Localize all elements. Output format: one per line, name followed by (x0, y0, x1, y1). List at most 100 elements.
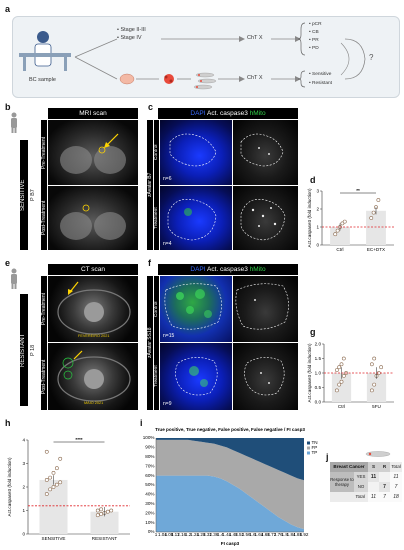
h-ytick-label: 4 (22, 438, 25, 443)
cell-no-total: 7 (390, 482, 402, 492)
clinician-icon (19, 31, 71, 71)
d-point (371, 210, 376, 215)
i-ytick-label: 50% (145, 482, 154, 487)
h-point (109, 508, 114, 513)
g-point (372, 356, 377, 361)
caspase-label-f: Act. caspase3 (205, 266, 250, 273)
d-ylabel: Act.caspase3 (fold induction) (307, 188, 312, 247)
g-point (339, 379, 344, 384)
h-point (58, 456, 63, 461)
i-xtick-label: 1.16 (177, 532, 186, 537)
i-ytick-label: 80% (145, 454, 154, 459)
row-yes-label: YES (354, 472, 368, 482)
human-icon-e (8, 268, 20, 290)
tissue-icon (119, 73, 135, 85)
row-label-control-f: Control (154, 301, 159, 317)
total-s: 11 (368, 492, 379, 502)
h-point (54, 466, 59, 471)
h-point (95, 513, 100, 518)
i-ytick-label: 30% (145, 501, 154, 506)
g-point (337, 382, 342, 387)
i-xtick-label: 1.56 (242, 532, 251, 537)
patient-label-18: P 18 (30, 344, 36, 356)
row-label-control-c: Control (154, 144, 159, 161)
side-bar-sensitive (20, 140, 28, 250)
i-xtick-label: 1.04 (158, 532, 167, 537)
cell-no-r: 7 (379, 482, 390, 492)
i-legend-label-tn: TN (312, 440, 318, 445)
table-row-yes: YES 11 11 (354, 472, 402, 482)
row-no-label: NO (354, 482, 368, 492)
i-xtick-label: 1.12 (171, 532, 180, 537)
i-xtick-label: 1.32 (203, 532, 212, 537)
d-significance: ** (356, 188, 360, 193)
i-ytick-label: 60% (145, 473, 154, 478)
cell-yes-r (379, 472, 390, 482)
stage-label-1: • Stage II-III (117, 27, 146, 33)
dapi-label-f: DAPI (190, 266, 206, 273)
human-icon (8, 112, 20, 134)
mri-image-post (48, 186, 138, 250)
i-xtick-label: 1.72 (267, 532, 276, 537)
zebrafish-icon (193, 72, 217, 90)
h-point (44, 492, 49, 496)
i-xtick-label: 1.2 (185, 532, 192, 537)
total-row-label: Total (330, 492, 368, 502)
table-header-row: Breast Cancer S R Total (330, 462, 402, 472)
i-xtick-label: 1.28 (197, 532, 206, 537)
bc-sample-label: BC sample (29, 77, 56, 83)
row-label-pre-b: Pre-Treatment (41, 136, 47, 169)
row-label-pre-e: Pre-Treatment (41, 292, 47, 326)
mri-header: MRI scan (48, 108, 138, 119)
g-point (334, 368, 339, 372)
h-ytick-label: 3 (22, 461, 25, 466)
ct-header: CT scan (48, 264, 138, 275)
g-ytick-label: 2.0 (315, 342, 322, 347)
d-category-label: EC+DTX (367, 247, 385, 252)
h-ytick-label: 0 (22, 532, 25, 537)
i-ytick-label: 0% (148, 529, 155, 534)
outcome-pr: • PR (309, 38, 319, 43)
n-label-c-treatment: n=4 (163, 241, 172, 247)
d-point (369, 216, 374, 220)
d-bar (366, 210, 386, 245)
i-xtick-label: 1.48 (229, 532, 238, 537)
i-xtick-label: 1.88 (293, 532, 302, 537)
i-xtick-label: 1.64 (254, 532, 263, 537)
g-point (369, 388, 374, 393)
i-xtick-label: 1.44 (222, 532, 231, 537)
row-bar-b (41, 120, 47, 250)
panel-label-f: f (148, 258, 151, 268)
outcome-cb: • CB (309, 30, 319, 35)
i-xtick-label: 1.6 (249, 532, 256, 537)
label-zavatar-ss18: zAvatar SS18 (147, 327, 153, 359)
d-ytick-label: 1 (316, 225, 319, 230)
n-label-f-treatment: n=9 (163, 401, 172, 407)
h-point (58, 480, 63, 485)
h-point (44, 449, 49, 454)
hmito-label: hMito (249, 110, 266, 117)
d-ytick-label: 0 (316, 243, 319, 248)
header-r: R (379, 462, 390, 472)
i-ytick-label: 100% (143, 435, 155, 440)
g-point (379, 365, 384, 370)
panel-label-e: e (5, 258, 11, 268)
g-ytick-label: 1.5 (315, 356, 322, 361)
mri-image-pre (48, 120, 138, 185)
chtx-top-label: ChT X (247, 35, 263, 41)
i-xtick-label: 1.8 (282, 532, 289, 537)
schematic-panel: BC sample • Stage II-III • Stage IV ChT … (12, 16, 400, 98)
total-r: 7 (379, 492, 390, 502)
panel-label-b: b (5, 102, 11, 112)
date-pre: FEVEREIRO 2021 (78, 334, 110, 338)
dapi-label: DAPI (190, 110, 206, 117)
g-ytick-label: 0.5 (315, 385, 322, 390)
d-ytick-label: 2 (316, 207, 319, 212)
if-image-f-treatment-caspase (233, 343, 298, 410)
chart-i: True positive, True negative, False posi… (143, 427, 318, 546)
total-all: 18 (390, 492, 402, 502)
panel-label-c: c (148, 102, 154, 112)
i-xtick-label: 1 (155, 532, 158, 537)
i-xtick-label: 1.24 (190, 532, 199, 537)
i-area-tn (156, 438, 304, 481)
